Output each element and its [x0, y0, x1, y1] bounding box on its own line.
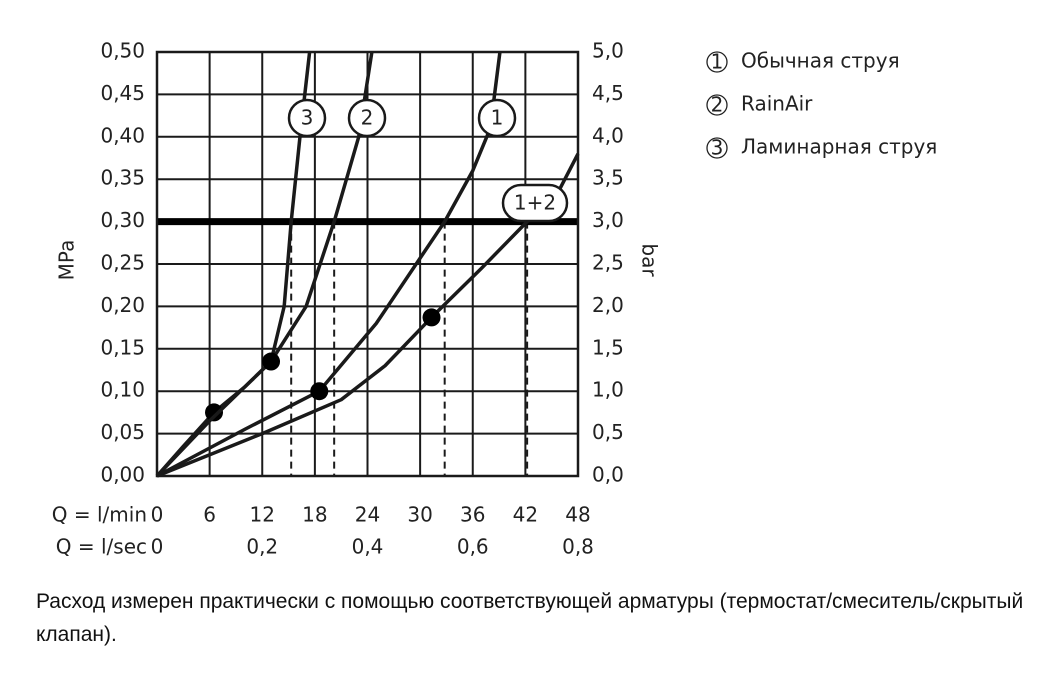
- y-tick-label: 0,50: [100, 39, 145, 63]
- y2-tick-label: 2,0: [592, 293, 624, 317]
- y-tick-label: 0,35: [100, 166, 145, 190]
- x2-tick-label: 0,8: [562, 535, 594, 559]
- y2-tick-label: 0,0: [592, 463, 624, 487]
- y2-tick-label: 0,5: [592, 420, 624, 444]
- legend-number: 1: [711, 50, 724, 74]
- curve-marker: [422, 308, 441, 327]
- legend-number: 2: [711, 93, 724, 117]
- y2-tick-label: 2,5: [592, 251, 624, 275]
- legend-number: 3: [711, 136, 724, 160]
- curve-label-box: [477, 98, 517, 138]
- x-tick-label: 42: [513, 503, 538, 527]
- x2-tick-label: 0: [151, 535, 164, 559]
- y2-tick-label: 1,0: [592, 378, 624, 402]
- y-tick-label: 0,15: [100, 335, 145, 359]
- y-tick-label: 0,25: [100, 251, 145, 275]
- y2-tick-label: 3,0: [592, 208, 624, 232]
- curve-marker: [262, 352, 281, 371]
- curve-label: 1: [491, 106, 504, 130]
- curve-label: 3: [301, 106, 314, 130]
- x-tick-label: 12: [250, 503, 275, 527]
- legend-entry: RainAir: [741, 92, 813, 116]
- y2-tick-label: 1,5: [592, 335, 624, 359]
- curve-marker: [310, 382, 329, 401]
- x2-tick-label: 0,4: [352, 535, 384, 559]
- curve: [155, 51, 374, 478]
- x-tick-label: 6: [203, 503, 216, 527]
- x-tick-label: 48: [565, 503, 590, 527]
- legend-entry: Ламинарная струя: [741, 135, 937, 159]
- x-tick-label: 0: [151, 503, 164, 527]
- y2-tick-label: 5,0: [592, 39, 624, 63]
- y2-tick-label: 3,5: [592, 166, 624, 190]
- plot-frame: [155, 50, 580, 478]
- y-tick-label: 0,45: [100, 81, 145, 105]
- y-tick-label: 0,10: [100, 378, 145, 402]
- y-tick-label: 0,00: [100, 463, 145, 487]
- x-tick-label: 24: [355, 503, 380, 527]
- curve-label-box: [347, 98, 387, 138]
- legend-symbol: [706, 51, 728, 73]
- y-tick-label: 0,40: [100, 123, 145, 147]
- y-axis-label: MPa: [55, 240, 79, 281]
- curve-label: 2: [361, 106, 374, 130]
- x2-axis-label: Q = l/sec: [56, 535, 147, 559]
- curve-label-box: [501, 183, 569, 223]
- x-axis-label: Q = l/min: [52, 503, 147, 527]
- x-tick-label: 36: [460, 503, 485, 527]
- y-tick-label: 0,30: [100, 208, 145, 232]
- chart: 0,000,050,100,150,200,250,300,350,400,45…: [52, 39, 938, 559]
- y-tick-label: 0,05: [100, 420, 145, 444]
- legend-symbol: [706, 94, 728, 116]
- x-tick-label: 18: [302, 503, 327, 527]
- y2-tick-label: 4,5: [592, 81, 624, 105]
- y2-axis-label: bar: [638, 243, 662, 277]
- x-tick-label: 30: [407, 503, 432, 527]
- x2-tick-label: 0,6: [457, 535, 489, 559]
- legend-symbol: [706, 137, 728, 159]
- curve-label-box: [287, 98, 327, 138]
- footnote: Расход измерен практически с помощью соо…: [36, 590, 1024, 646]
- legend-entry: Обычная струя: [741, 49, 900, 73]
- curve-marker: [205, 403, 224, 422]
- y2-tick-label: 4,0: [592, 123, 624, 147]
- curve: [156, 51, 502, 478]
- y-tick-label: 0,20: [100, 293, 145, 317]
- curve-label: 1+2: [514, 191, 556, 215]
- x2-tick-label: 0,2: [246, 535, 278, 559]
